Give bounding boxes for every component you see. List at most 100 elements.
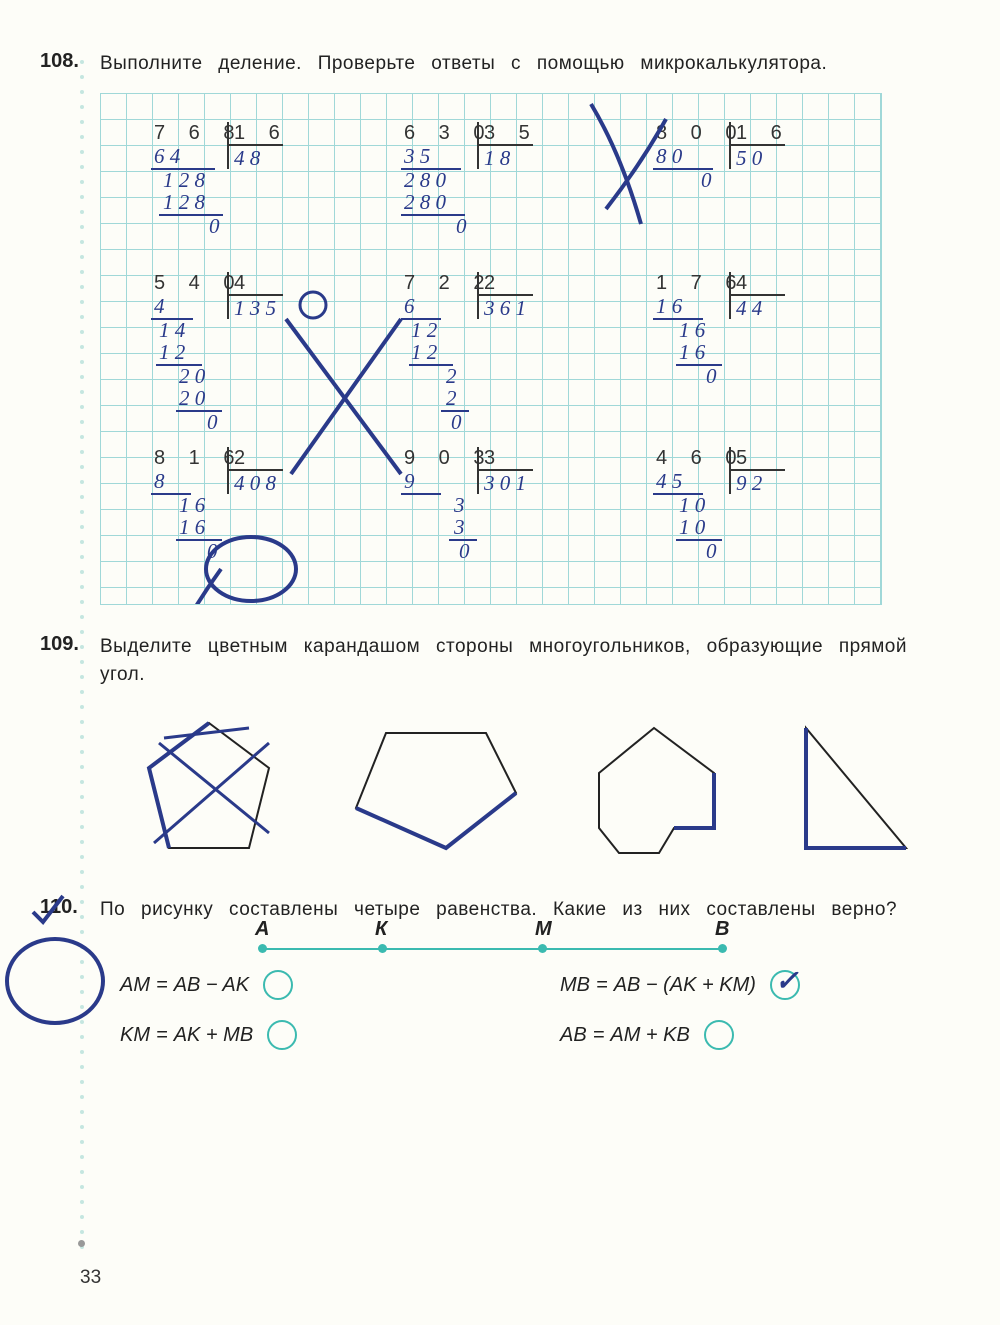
hw-step: 0: [207, 412, 218, 433]
hw-step: 3 5: [404, 146, 430, 167]
exercise-number: 108.: [40, 50, 79, 73]
hw-step: 2 0: [179, 366, 205, 387]
exercise-110: 110. По рисунку составлены четыре равенс…: [100, 896, 940, 1051]
hw-quotient: 1 3 5: [234, 298, 276, 319]
hw-step: 0: [701, 170, 712, 191]
hw-step: 2: [446, 388, 457, 409]
point-label: В: [715, 918, 729, 941]
dividend: 7 2 2: [404, 272, 493, 295]
answer-circle[interactable]: ✓: [770, 970, 800, 1000]
hw-step: 1 0: [679, 517, 705, 538]
hw-step: 0: [459, 541, 470, 562]
hw-step: 2 8 0: [404, 170, 446, 191]
divisor: 1 6: [736, 122, 791, 145]
polygon-3: [564, 713, 744, 863]
hw-step: 8: [154, 471, 165, 492]
divisor: 5: [736, 447, 756, 470]
equation-3: KM = AK + MB: [120, 1020, 500, 1050]
equation-1: AM = AB − AK: [120, 970, 500, 1000]
hw-step: 0: [209, 216, 220, 237]
hw-quotient: 5 0: [736, 148, 762, 169]
exercise-108: 108. Выполните деление. Проверьте ответы…: [100, 50, 940, 605]
hw-step: 1 2 8: [163, 192, 205, 213]
hw-underline: [401, 493, 441, 495]
divisor: 2: [234, 447, 254, 470]
page-number: 33: [80, 1267, 101, 1289]
pen-circle-icon: [0, 926, 110, 1036]
point: [378, 944, 387, 953]
exercise-text: Выделите цветным карандашом стороны мног…: [100, 633, 940, 690]
divisor: 2: [484, 272, 504, 295]
hw-step: 4: [154, 296, 165, 317]
divisor: 3 5: [484, 122, 539, 145]
dividend: 8 0 0: [656, 122, 745, 145]
hw-step: 1 2: [411, 320, 437, 341]
divisor: 1 6: [234, 122, 289, 145]
hw-step: 6: [404, 296, 415, 317]
hw-step: 1 6: [656, 296, 682, 317]
polygon-shapes: [100, 708, 940, 868]
hw-step: 8 0: [656, 146, 682, 167]
hw-step: 0: [706, 366, 717, 387]
divisor: 3: [484, 447, 504, 470]
exercise-109: 109. Выделите цветным карандашом стороны…: [100, 633, 940, 868]
pen-circle-icon: [297, 289, 329, 321]
hw-step: 4 5: [656, 471, 682, 492]
hw-step: 1 2 8: [163, 170, 205, 191]
hw-step: 9: [404, 471, 415, 492]
answer-circle[interactable]: [704, 1020, 734, 1050]
division-grid: 7 6 8 1 6 6 4 4 8 1 2 8 1 2 8 0 6 3 0 3 …: [100, 93, 882, 605]
exercise-number: 109.: [40, 633, 79, 656]
divisor: 4: [736, 272, 756, 295]
point: [258, 944, 267, 953]
dividend: 1 7 6: [656, 272, 745, 295]
hw-step: 3: [454, 517, 465, 538]
point-label: A: [255, 918, 269, 941]
pen-strokes-overlay: [101, 94, 881, 604]
segment-diagram: A К М В: [260, 948, 780, 950]
dividend: 5 4 0: [154, 272, 243, 295]
hw-quotient: 3 6 1: [484, 298, 526, 319]
hw-step: 1 6: [679, 342, 705, 363]
margin-dots: for (let i=0;i<80;i++) document.write('<…: [80, 60, 84, 1265]
exercise-text: Выполните деление. Проверьте ответы с по…: [100, 50, 940, 79]
polygon-4: [781, 713, 921, 863]
hw-step: 1 4: [159, 320, 185, 341]
dividend: 6 3 0: [404, 122, 493, 145]
dividend: 9 0 3: [404, 447, 493, 470]
hw-step: 0: [451, 412, 462, 433]
hw-step: 1 2: [411, 342, 437, 363]
hw-step: 1 6: [679, 320, 705, 341]
hw-quotient: 4 4: [736, 298, 762, 319]
dividend: 8 1 6: [154, 447, 243, 470]
workbook-page: for (let i=0;i<80;i++) document.write('<…: [0, 0, 1000, 1325]
hw-step: 1 2: [159, 342, 185, 363]
segment-line: [260, 948, 725, 950]
hw-step: 1 0: [679, 495, 705, 516]
hw-step: 1 6: [179, 495, 205, 516]
point: [538, 944, 547, 953]
hw-step: 0: [207, 541, 218, 562]
point-label: М: [535, 918, 552, 941]
hw-step: 1 6: [179, 517, 205, 538]
dividend: 4 6 0: [656, 447, 745, 470]
hw-quotient: 9 2: [736, 473, 762, 494]
hw-step: 0: [706, 541, 717, 562]
hw-quotient: 4 0 8: [234, 473, 276, 494]
hw-quotient: 3 0 1: [484, 473, 526, 494]
equation-2: MB = AB − (AK + KM) ✓: [560, 970, 940, 1000]
answer-circle[interactable]: [267, 1020, 297, 1050]
polygon-1: [119, 713, 299, 863]
hw-step: 2 0: [179, 388, 205, 409]
answer-circle[interactable]: [263, 970, 293, 1000]
hw-quotient: 4 8: [234, 148, 260, 169]
equation-4: AB = AM + KB: [560, 1020, 940, 1050]
hw-step: 2: [446, 366, 457, 387]
hw-step: 0: [456, 216, 467, 237]
hw-step: 2 8 0: [404, 192, 446, 213]
hw-step: 3: [454, 495, 465, 516]
dividend: 7 6 8: [154, 122, 243, 145]
exercise-text: По рисунку составлены четыре равенства. …: [100, 896, 940, 925]
divisor: 4: [234, 272, 254, 295]
point: [718, 944, 727, 953]
